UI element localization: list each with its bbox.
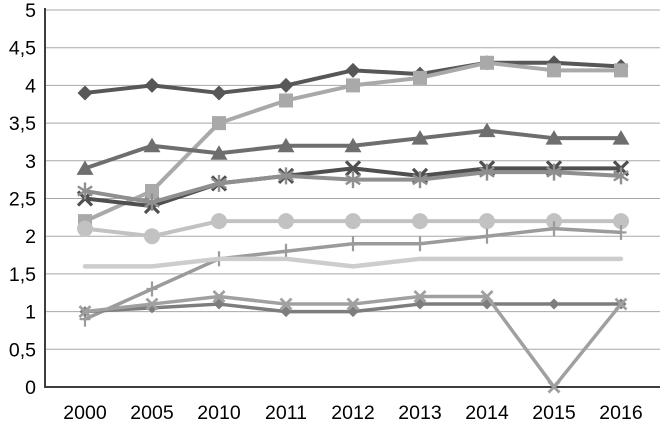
- series-marker-asterisk: [479, 166, 495, 178]
- y-tick-label: 4,5: [9, 38, 36, 60]
- y-tick-label: 1,5: [9, 264, 36, 286]
- x-tick-label: 2000: [63, 402, 107, 424]
- series-marker-x-small: [145, 297, 159, 311]
- series-marker-square: [547, 63, 561, 78]
- series-marker-diamond-small: [213, 298, 225, 310]
- series-marker-circle: [412, 213, 428, 230]
- series-marker-x-small: [346, 297, 360, 311]
- series-marker-diamond: [278, 77, 294, 93]
- y-tick-label: 4: [25, 75, 36, 97]
- series-marker-x-small: [212, 290, 226, 304]
- series-marker-x-small: [78, 305, 92, 319]
- series-marker-square: [145, 183, 159, 198]
- series-marker-x-small: [279, 297, 293, 311]
- y-tick-label: 1: [25, 302, 36, 324]
- series-marker-asterisk: [613, 170, 629, 182]
- x-tick-label: 2014: [465, 402, 509, 424]
- y-tick-label: 2,5: [9, 189, 36, 211]
- series-marker-asterisk: [211, 177, 227, 190]
- series-marker-circle: [479, 213, 495, 230]
- series-marker-x-small: [614, 297, 628, 311]
- series-marker-diamond-small: [548, 298, 560, 310]
- series-marker-diamond: [211, 85, 227, 101]
- x-tick-label: 2013: [398, 402, 441, 424]
- series-marker-diamond-small: [414, 298, 426, 310]
- series-marker-square: [279, 93, 293, 108]
- series-marker-circle: [345, 213, 361, 230]
- series-marker-triangle: [612, 130, 630, 145]
- series-marker-diamond-small: [280, 306, 292, 318]
- x-tick-label: 2015: [532, 402, 576, 424]
- series-marker-triangle: [143, 137, 161, 153]
- y-tick-label: 2: [25, 226, 36, 248]
- series-marker-triangle: [277, 137, 295, 153]
- series-marker-square: [413, 70, 427, 85]
- series-marker-circle: [613, 213, 629, 230]
- series-marker-x-small: [547, 380, 561, 394]
- series-marker-square: [346, 78, 360, 93]
- series-marker-triangle: [545, 130, 563, 145]
- series-marker-x-small: [480, 290, 494, 304]
- series-marker-triangle: [344, 137, 362, 153]
- series-marker-asterisk: [345, 174, 361, 186]
- series-marker-diamond: [77, 85, 93, 101]
- series-marker-square: [212, 116, 226, 131]
- series-marker-diamond: [144, 77, 160, 93]
- y-tick-label: 0: [25, 377, 36, 399]
- series-marker-circle: [144, 228, 160, 245]
- series-line-pale-flat: [82, 256, 624, 269]
- series-marker-circle: [546, 213, 562, 230]
- series-marker-circle: [77, 220, 93, 237]
- series-marker-triangle: [478, 122, 496, 138]
- x-tick-label: 2016: [599, 402, 642, 424]
- x-tick-label: 2010: [197, 402, 241, 424]
- series-marker-x: [344, 160, 362, 177]
- series-marker-triangle: [210, 145, 228, 160]
- series-marker-diamond: [345, 62, 361, 78]
- series-marker-asterisk: [77, 185, 93, 197]
- series-marker-square: [614, 63, 628, 78]
- series-marker-asterisk: [546, 166, 562, 178]
- y-tick-label: 3,5: [9, 113, 36, 135]
- series-marker-diamond-small: [347, 306, 359, 318]
- series-marker-circle: [211, 213, 227, 230]
- series-marker-asterisk: [144, 196, 160, 208]
- y-tick-label: 3: [25, 151, 36, 173]
- series-marker-asterisk: [412, 174, 428, 186]
- series-marker-triangle: [76, 160, 94, 175]
- series-marker-asterisk: [278, 170, 294, 182]
- x-tick-label: 2012: [331, 402, 374, 424]
- y-tick-label: 0,5: [9, 339, 36, 361]
- series-marker-square: [480, 55, 494, 70]
- series-marker-x-small: [413, 290, 427, 304]
- y-tick-label: 5: [25, 0, 36, 22]
- x-tick-label: 2005: [130, 402, 174, 424]
- x-tick-label: 2011: [265, 402, 307, 424]
- series-marker-circle: [278, 213, 294, 230]
- series-marker-triangle: [411, 130, 429, 145]
